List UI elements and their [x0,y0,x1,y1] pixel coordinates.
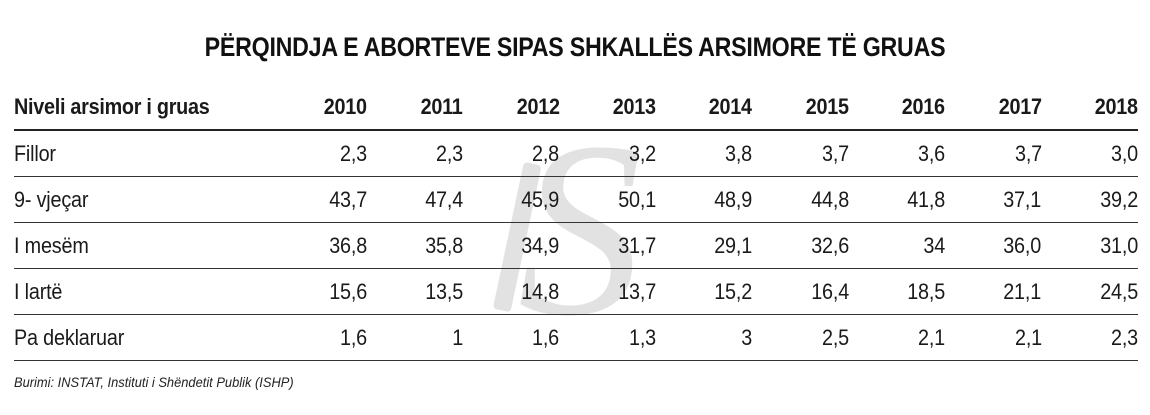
year-header: 2017 [945,84,1042,131]
table-cell: 48,9 [655,176,752,223]
year-header: 2016 [848,84,945,131]
year-header: 2010 [270,84,367,131]
table-cell: 31,0 [1041,222,1138,269]
table-cell: 3,7 [752,130,849,177]
table-cell: 1 [366,314,463,361]
table-cell: 50,1 [559,176,656,223]
table-cell: 39,2 [1041,176,1138,223]
table-cell: 34,9 [462,222,560,269]
table-cell: 21,1 [945,268,1042,315]
data-table: Niveli arsimor i gruas 2010 2011 2012 20… [14,84,1138,361]
table-cell: 2,3 [1041,314,1138,361]
table-cell: 34 [848,222,945,269]
table-cell: 37,1 [945,176,1042,223]
table-cell: 3,2 [559,130,656,177]
table-cell: 2,3 [366,130,463,177]
table-cell: 2,8 [462,130,560,177]
table-cell: 1,6 [462,314,560,361]
table-cell: 3,8 [655,130,752,177]
table-cell: 43,7 [270,176,367,223]
table-cell: 32,6 [752,222,849,269]
table-cell: 16,4 [752,268,849,315]
table-cell: 2,3 [270,130,367,177]
table-cell: 1,3 [559,314,656,361]
row-label: I mesëm [14,222,271,269]
year-header: 2014 [655,84,752,131]
table-cell: 13,5 [366,268,463,315]
year-header: 2018 [1041,84,1138,131]
header-label: Niveli arsimor i gruas [14,84,271,131]
table-cell: 1,6 [270,314,367,361]
table-cell: 18,5 [848,268,945,315]
table-cell: 31,7 [559,222,656,269]
table-cell: 3,7 [945,130,1042,177]
table-cell: 45,9 [462,176,560,223]
table-row: Fillor 2,3 2,3 2,8 3,2 3,8 3,7 3,6 3,7 3… [14,130,1138,177]
table-cell: 24,5 [1041,268,1138,315]
row-label: Pa deklaruar [14,314,271,361]
table-row: 9- vjeçar 43,7 47,4 45,9 50,1 48,9 44,8 … [14,176,1138,223]
table-cell: 3 [655,314,752,361]
header-row: Niveli arsimor i gruas 2010 2011 2012 20… [14,84,1138,131]
year-header: 2015 [752,84,849,131]
row-label: Fillor [14,130,271,177]
table-cell: 2,1 [848,314,945,361]
table-cell: 29,1 [655,222,752,269]
year-header: 2012 [462,84,560,131]
year-header: 2013 [559,84,656,131]
table-cell: 44,8 [752,176,849,223]
table-cell: 41,8 [848,176,945,223]
table-row: Pa deklaruar 1,6 1 1,6 1,3 3 2,5 2,1 2,1… [14,314,1138,361]
table-cell: 2,5 [752,314,849,361]
row-label: I lartë [14,268,271,315]
table-cell: 3,0 [1041,130,1138,177]
source-note: Burimi: INSTAT, Instituti i Shëndetit Pu… [14,374,294,390]
table-cell: 13,7 [559,268,656,315]
chart-title: PËRQINDJA E ABORTEVE SIPAS SHKALLËS ARSI… [204,32,946,62]
row-label: 9- vjeçar [14,176,271,223]
table-cell: 14,8 [462,268,560,315]
table-cell: 36,8 [270,222,367,269]
table-cell: 36,0 [945,222,1042,269]
table-cell: 47,4 [366,176,463,223]
table-cell: 35,8 [366,222,463,269]
table-cell: 2,1 [945,314,1042,361]
table-cell: 3,6 [848,130,945,177]
table-cell: 15,2 [655,268,752,315]
table-row: I mesëm 36,8 35,8 34,9 31,7 29,1 32,6 34… [14,222,1138,269]
table-cell: 15,6 [270,268,367,315]
table-row: I lartë 15,6 13,5 14,8 13,7 15,2 16,4 18… [14,268,1138,315]
year-header: 2011 [366,84,463,131]
